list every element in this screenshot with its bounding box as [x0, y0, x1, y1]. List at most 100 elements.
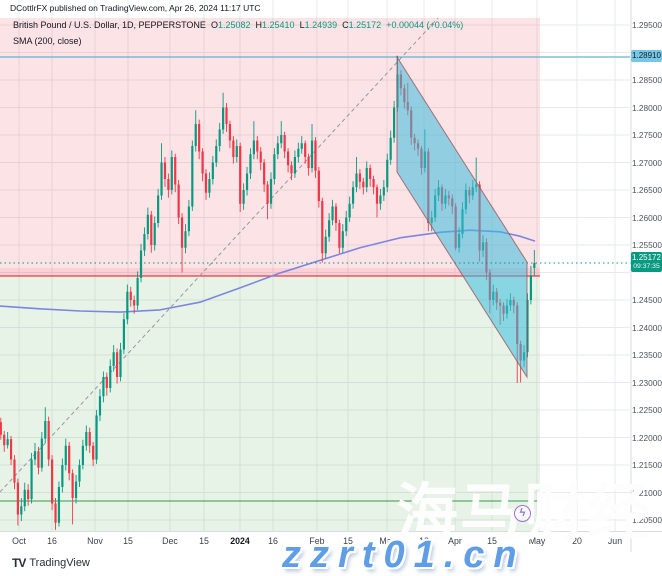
ohlc-low: L1.24939 [299, 20, 338, 30]
candle-body [30, 459, 33, 500]
candle-body [184, 231, 187, 248]
candle-body [273, 154, 276, 179]
candle-body [13, 459, 16, 483]
candle-body [297, 148, 300, 157]
candle-body [23, 489, 26, 507]
descending-channel [396, 55, 528, 379]
candle-body [328, 220, 331, 237]
candle-body [129, 291, 132, 300]
candle-body [180, 217, 184, 248]
candle-body [157, 195, 160, 223]
candle-body [211, 162, 214, 179]
time-tick-label: Nov [87, 536, 103, 546]
time-tick-label: Jun [607, 536, 623, 546]
candle-body [198, 124, 201, 152]
price-tick-label: 1.27000 [632, 157, 662, 168]
candle-body [160, 162, 163, 196]
candle-body [105, 377, 108, 388]
candle-body [204, 173, 208, 193]
candle-body [300, 143, 303, 149]
change-value: +0.00044 (+0.04%) [386, 20, 464, 30]
price-tick-label: 1.28000 [632, 102, 662, 113]
candle-body [310, 140, 314, 168]
candle-body [187, 206, 190, 232]
candle-body [382, 187, 385, 196]
candle-body [27, 489, 30, 500]
candle-body [51, 459, 54, 504]
candle-body [249, 154, 252, 174]
time-axis[interactable]: Oct 16 Nov 15 Dec 15 2024 16 Feb 15 Mar 18 Apr 15 May 2… [0, 533, 662, 551]
watermark-url: zzrt01.cn [282, 534, 526, 576]
current-price-label: 1.25172 09:37:35 [631, 252, 662, 273]
price-tick-label: 1.20500 [632, 515, 662, 525]
candle-body [78, 465, 81, 482]
price-tick-label: 1.26500 [632, 185, 662, 195]
candle-body [98, 396, 102, 416]
candle-body [351, 187, 355, 204]
time-tick-label: Mar [379, 536, 395, 546]
candle-body [163, 162, 167, 179]
candle-body [242, 190, 245, 204]
candle-body [174, 157, 177, 185]
symbol-title[interactable]: British Pound / U.S. Dollar, 1D, PEPPERS… [13, 20, 206, 30]
candle-body [122, 319, 126, 350]
candle-body [362, 181, 365, 188]
candle-body [9, 439, 13, 460]
candle-body [389, 137, 392, 160]
time-tick-label: 15 [199, 536, 209, 546]
candle-body [345, 217, 348, 232]
symbol-legend[interactable]: British Pound / U.S. Dollar, 1D, PEPPERS… [13, 20, 463, 30]
candle-body [6, 439, 9, 446]
reward-zone [0, 276, 540, 531]
candle-body [3, 434, 6, 446]
price-tick-label: 1.25500 [632, 240, 662, 250]
candle-body [307, 157, 310, 168]
candle-body [54, 503, 57, 523]
price-tick-label: 1.23000 [632, 377, 662, 388]
candle-body [64, 445, 67, 465]
time-tick-label: Feb [309, 536, 325, 546]
candle-body [324, 236, 327, 254]
tradingview-logo[interactable]: TV TradingView [12, 556, 90, 570]
candle-body [194, 124, 197, 146]
candle-body [40, 438, 43, 468]
candle-body [37, 451, 40, 468]
price-tick-label: 1.22000 [632, 432, 662, 443]
entry-band [0, 268, 540, 276]
time-tick-label: 15 [487, 536, 497, 546]
price-tick-label: 1.27500 [632, 130, 662, 140]
candle-body [317, 170, 320, 201]
candle-body [57, 487, 61, 523]
candle-body [119, 349, 122, 377]
candle-body [314, 140, 317, 171]
candle-body [355, 173, 358, 188]
lightning-bolt-icon: ϟ [514, 505, 531, 522]
candle-body [280, 135, 283, 144]
candle-body [88, 432, 91, 446]
candle-body [61, 465, 64, 487]
tradingview-logo-text: TradingView [29, 557, 90, 569]
candle-body [139, 250, 143, 278]
price-tick-label: 1.21500 [632, 460, 662, 470]
time-tick-label: 16 [47, 536, 57, 546]
candle-body [365, 168, 368, 188]
candle-body [369, 168, 372, 179]
candle-body [269, 179, 273, 204]
candle-body [170, 157, 173, 190]
candle-body [283, 135, 286, 152]
candle-body [167, 179, 170, 190]
price-tick-label: 1.28500 [632, 75, 662, 85]
candle-body [290, 165, 293, 174]
indicator-legend-sma[interactable]: SMA (200, close) [13, 36, 82, 46]
time-tick-label: May [528, 536, 546, 546]
price-tick-label: 1.21000 [632, 487, 662, 498]
time-tick-label: Apr [448, 536, 462, 546]
candle-body [143, 234, 146, 251]
price-tick-label: 1.26000 [632, 212, 662, 223]
candle-body [133, 300, 136, 306]
candle-body [225, 107, 228, 124]
price-axis-bg [631, 0, 662, 552]
candle-body [245, 173, 249, 190]
candle-body [348, 203, 351, 218]
